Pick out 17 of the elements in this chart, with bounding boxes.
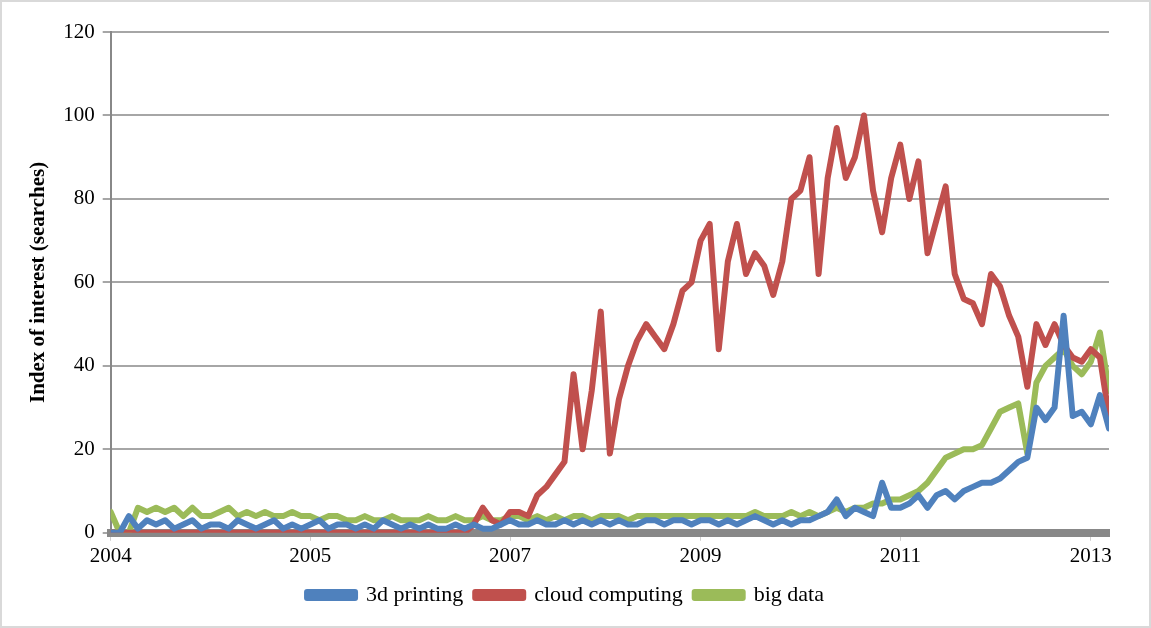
legend-label: cloud computing bbox=[534, 580, 683, 606]
x-tick-label: 2011 bbox=[879, 542, 921, 567]
y-axis-title: Index of interest (searches) bbox=[25, 161, 50, 404]
x-tick-label: 2009 bbox=[679, 542, 722, 567]
y-tick-label: 80 bbox=[73, 185, 95, 210]
x-tick-label: 2005 bbox=[289, 542, 332, 567]
x-tick-label: 2004 bbox=[89, 542, 133, 567]
y-tick-label: 100 bbox=[63, 101, 95, 126]
y-tick-label: 0 bbox=[84, 519, 95, 544]
y-tick-label: 120 bbox=[63, 18, 95, 43]
legend-label: 3d printing bbox=[366, 580, 464, 606]
x-tick-label: 2007 bbox=[489, 542, 532, 567]
y-tick-label: 40 bbox=[73, 352, 95, 377]
y-tick-label: 60 bbox=[73, 268, 95, 293]
x-tick-label: 2013 bbox=[1069, 542, 1112, 567]
y-tick-label: 20 bbox=[73, 435, 95, 460]
legend-label: big data bbox=[753, 580, 825, 606]
